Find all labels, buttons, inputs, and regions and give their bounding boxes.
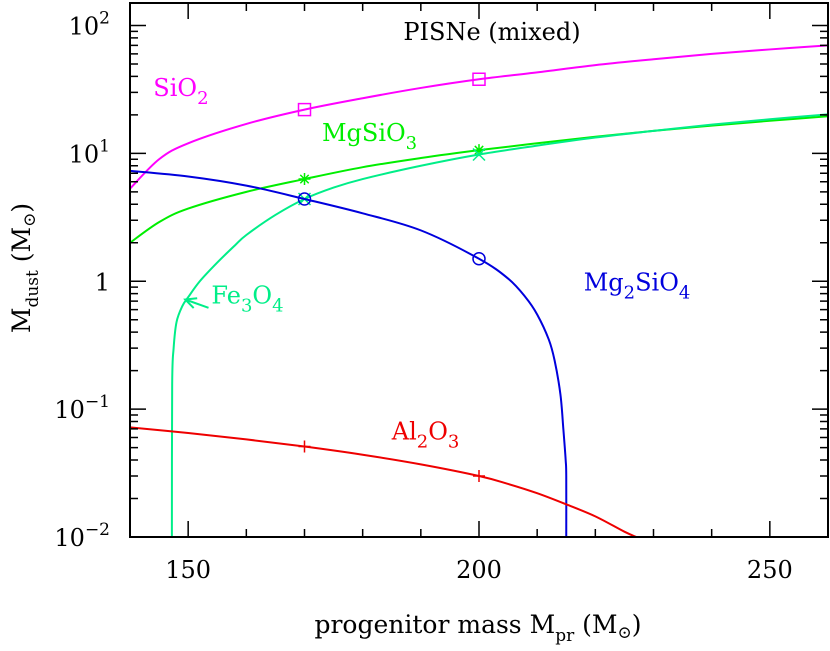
data-point-sio2 — [472, 72, 486, 87]
data-point-mgsio3 — [298, 173, 311, 186]
series-line-mgsio3 — [130, 115, 828, 244]
series-label-part: O — [252, 281, 272, 309]
series-label-part: Al — [391, 417, 417, 445]
series-label-part: SiO — [635, 268, 679, 296]
x-axis-label-unit-close: ) — [632, 610, 642, 639]
series-label-part: 2 — [197, 88, 208, 109]
chart-title: PISNe (mixed) — [403, 18, 580, 46]
series-label-mgsio3: MgSiO3 — [322, 119, 417, 154]
series-line-sio2 — [130, 44, 828, 190]
series-label-part: 3 — [448, 431, 459, 452]
y-tick-label: 10−1 — [54, 392, 110, 424]
series-al2o3 — [130, 426, 639, 537]
series-fe3o4 — [170, 113, 828, 537]
x-axis-label-main: progenitor mass M — [314, 610, 555, 639]
y-axis-label-unit-symbol: ⊙ — [20, 213, 40, 227]
series-label-part: 4 — [272, 295, 283, 316]
x-tick-label: 250 — [747, 556, 793, 584]
data-point-mgsio3 — [473, 144, 485, 157]
plot-frame — [129, 2, 829, 538]
series-label-part: Fe — [211, 281, 241, 309]
y-axis-label-unit-close: ) — [7, 203, 36, 213]
y-tick-label: 101 — [69, 136, 110, 168]
x-tick-label: 200 — [456, 556, 502, 584]
data-point-fe3o4 — [472, 147, 486, 162]
series-mgsio3 — [130, 115, 828, 244]
y-tick-base: 10 — [69, 13, 100, 41]
y-tick-exponent: 1 — [99, 136, 110, 156]
y-axis-label-unit-open: (M — [7, 227, 36, 270]
y-tick-base: 10 — [69, 140, 100, 168]
data-point-mg2sio4 — [297, 192, 312, 206]
data-point-al2o3 — [298, 440, 311, 453]
series-label-part: 2 — [417, 431, 428, 452]
annotation-arrow-fe3o4 — [183, 297, 209, 309]
y-tick-label: 10−2 — [54, 520, 110, 552]
data-point-mg2sio4 — [472, 251, 486, 266]
y-axis-label-sub: dust — [23, 270, 43, 308]
tick-marks — [129, 3, 829, 538]
y-tick-exponent: 2 — [99, 9, 110, 29]
series-label-part: 2 — [624, 282, 635, 303]
y-tick-exponent: −2 — [85, 520, 110, 540]
y-tick-base: 10 — [54, 524, 85, 552]
series-label-sio2: SiO2 — [153, 74, 208, 109]
x-axis-label-sub: pr — [555, 626, 575, 646]
y-tick-base: 1 — [95, 268, 110, 296]
y-axis-label-main: M — [7, 308, 36, 334]
y-tick-label: 1 — [95, 268, 110, 296]
x-axis-label-unit-open: (M — [574, 610, 617, 639]
series-label-part: O — [428, 417, 448, 445]
series-mg2sio4 — [130, 169, 568, 537]
series-line-al2o3 — [130, 426, 639, 537]
x-axis-label-unit-symbol: ⊙ — [618, 623, 632, 643]
y-axis-label: Mdust (M⊙) — [7, 203, 43, 333]
chart-labels: PISNe (mixed) progenitor mass Mpr (M⊙) M… — [7, 18, 642, 646]
series-label-fe3o4: Fe3O4 — [211, 281, 283, 316]
x-axis-label: progenitor mass Mpr (M⊙) — [314, 610, 641, 646]
series-label-mg2sio4: Mg2SiO4 — [584, 268, 691, 303]
data-point-al2o3 — [473, 469, 485, 482]
series-label-part: SiO — [153, 74, 197, 102]
data-point-sio2 — [297, 102, 312, 117]
x-tick-label: 150 — [165, 556, 211, 584]
series-label-part: 4 — [679, 282, 690, 303]
y-tick-base: 10 — [54, 396, 85, 424]
series-label-part: 3 — [406, 133, 417, 154]
series-label-part: Mg — [584, 268, 624, 296]
series-sio2 — [130, 44, 828, 190]
y-tick-label: 102 — [69, 9, 110, 41]
series-label-part: 3 — [241, 295, 252, 316]
series-label-part: MgSiO — [322, 119, 406, 147]
y-tick-exponent: −1 — [85, 392, 110, 412]
series-label-al2o3: Al2O3 — [391, 417, 460, 452]
series-line-fe3o4 — [170, 113, 828, 537]
series-line-mg2sio4 — [130, 169, 568, 537]
